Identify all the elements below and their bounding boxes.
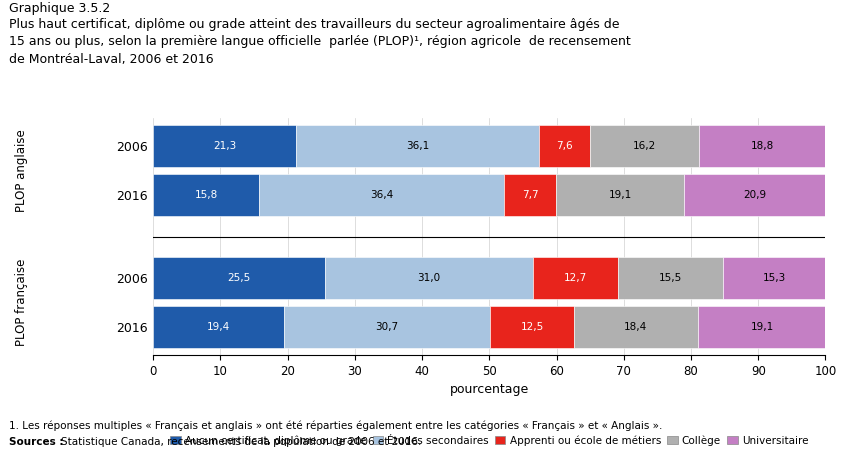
Text: 15,5: 15,5	[659, 273, 683, 283]
Text: Graphique 3.5.2: Graphique 3.5.2	[9, 2, 110, 15]
Text: PLOP française: PLOP française	[14, 259, 28, 346]
Bar	[324, 258, 533, 299]
Text: 18,8: 18,8	[751, 141, 774, 151]
Bar	[619, 258, 722, 299]
Text: 7,7: 7,7	[522, 190, 539, 200]
Bar	[556, 174, 684, 216]
Bar	[153, 174, 260, 216]
Bar	[533, 258, 619, 299]
Text: 16,2: 16,2	[633, 141, 656, 151]
Bar	[539, 125, 591, 167]
Text: 19,1: 19,1	[608, 190, 631, 200]
Text: 1. Les réponses multiples « Français et anglais » ont été réparties également en: 1. Les réponses multiples « Français et …	[9, 421, 662, 431]
Text: Plus haut certificat, diplôme ou grade atteint des travailleurs du secteur agroa: Plus haut certificat, diplôme ou grade a…	[9, 18, 619, 31]
Text: 21,3: 21,3	[213, 141, 237, 151]
Bar	[283, 306, 490, 348]
Text: 19,1: 19,1	[751, 322, 774, 332]
Bar	[504, 174, 556, 216]
Text: 36,1: 36,1	[406, 141, 430, 151]
Text: 15,3: 15,3	[762, 273, 785, 283]
Bar	[699, 125, 825, 167]
Text: 7,6: 7,6	[557, 141, 573, 151]
X-axis label: pourcentage: pourcentage	[449, 383, 529, 396]
Legend: Aucun certificat, diplôme ou grade, Études secondaires, Apprenti ou école de mét: Aucun certificat, diplôme ou grade, Étud…	[166, 431, 813, 450]
Text: 31,0: 31,0	[417, 273, 440, 283]
Bar	[153, 306, 283, 348]
Text: 15 ans ou plus, selon la première langue officielle  parlée (PLOP)¹, région agri: 15 ans ou plus, selon la première langue…	[9, 35, 631, 49]
Text: 18,4: 18,4	[625, 322, 648, 332]
Text: 36,4: 36,4	[370, 190, 393, 200]
Bar	[260, 174, 504, 216]
Text: 25,5: 25,5	[227, 273, 250, 283]
Text: 15,8: 15,8	[195, 190, 218, 200]
Bar	[698, 306, 826, 348]
Bar	[591, 125, 699, 167]
Text: PLOP anglaise: PLOP anglaise	[14, 129, 28, 212]
Text: 30,7: 30,7	[375, 322, 398, 332]
Bar	[153, 258, 324, 299]
Text: 20,9: 20,9	[743, 190, 766, 200]
Text: 12,5: 12,5	[521, 322, 544, 332]
Bar	[722, 258, 825, 299]
Bar	[684, 174, 825, 216]
Text: Sources :: Sources :	[9, 437, 66, 447]
Text: 19,4: 19,4	[207, 322, 230, 332]
Bar	[296, 125, 539, 167]
Bar	[490, 306, 574, 348]
Text: Statistique Canada, recensements de la population de 2006 et 2016.: Statistique Canada, recensements de la p…	[61, 437, 421, 447]
Text: de Montréal-Laval, 2006 et 2016: de Montréal-Laval, 2006 et 2016	[9, 53, 213, 66]
Bar	[574, 306, 698, 348]
Text: 12,7: 12,7	[564, 273, 587, 283]
Bar	[153, 125, 296, 167]
